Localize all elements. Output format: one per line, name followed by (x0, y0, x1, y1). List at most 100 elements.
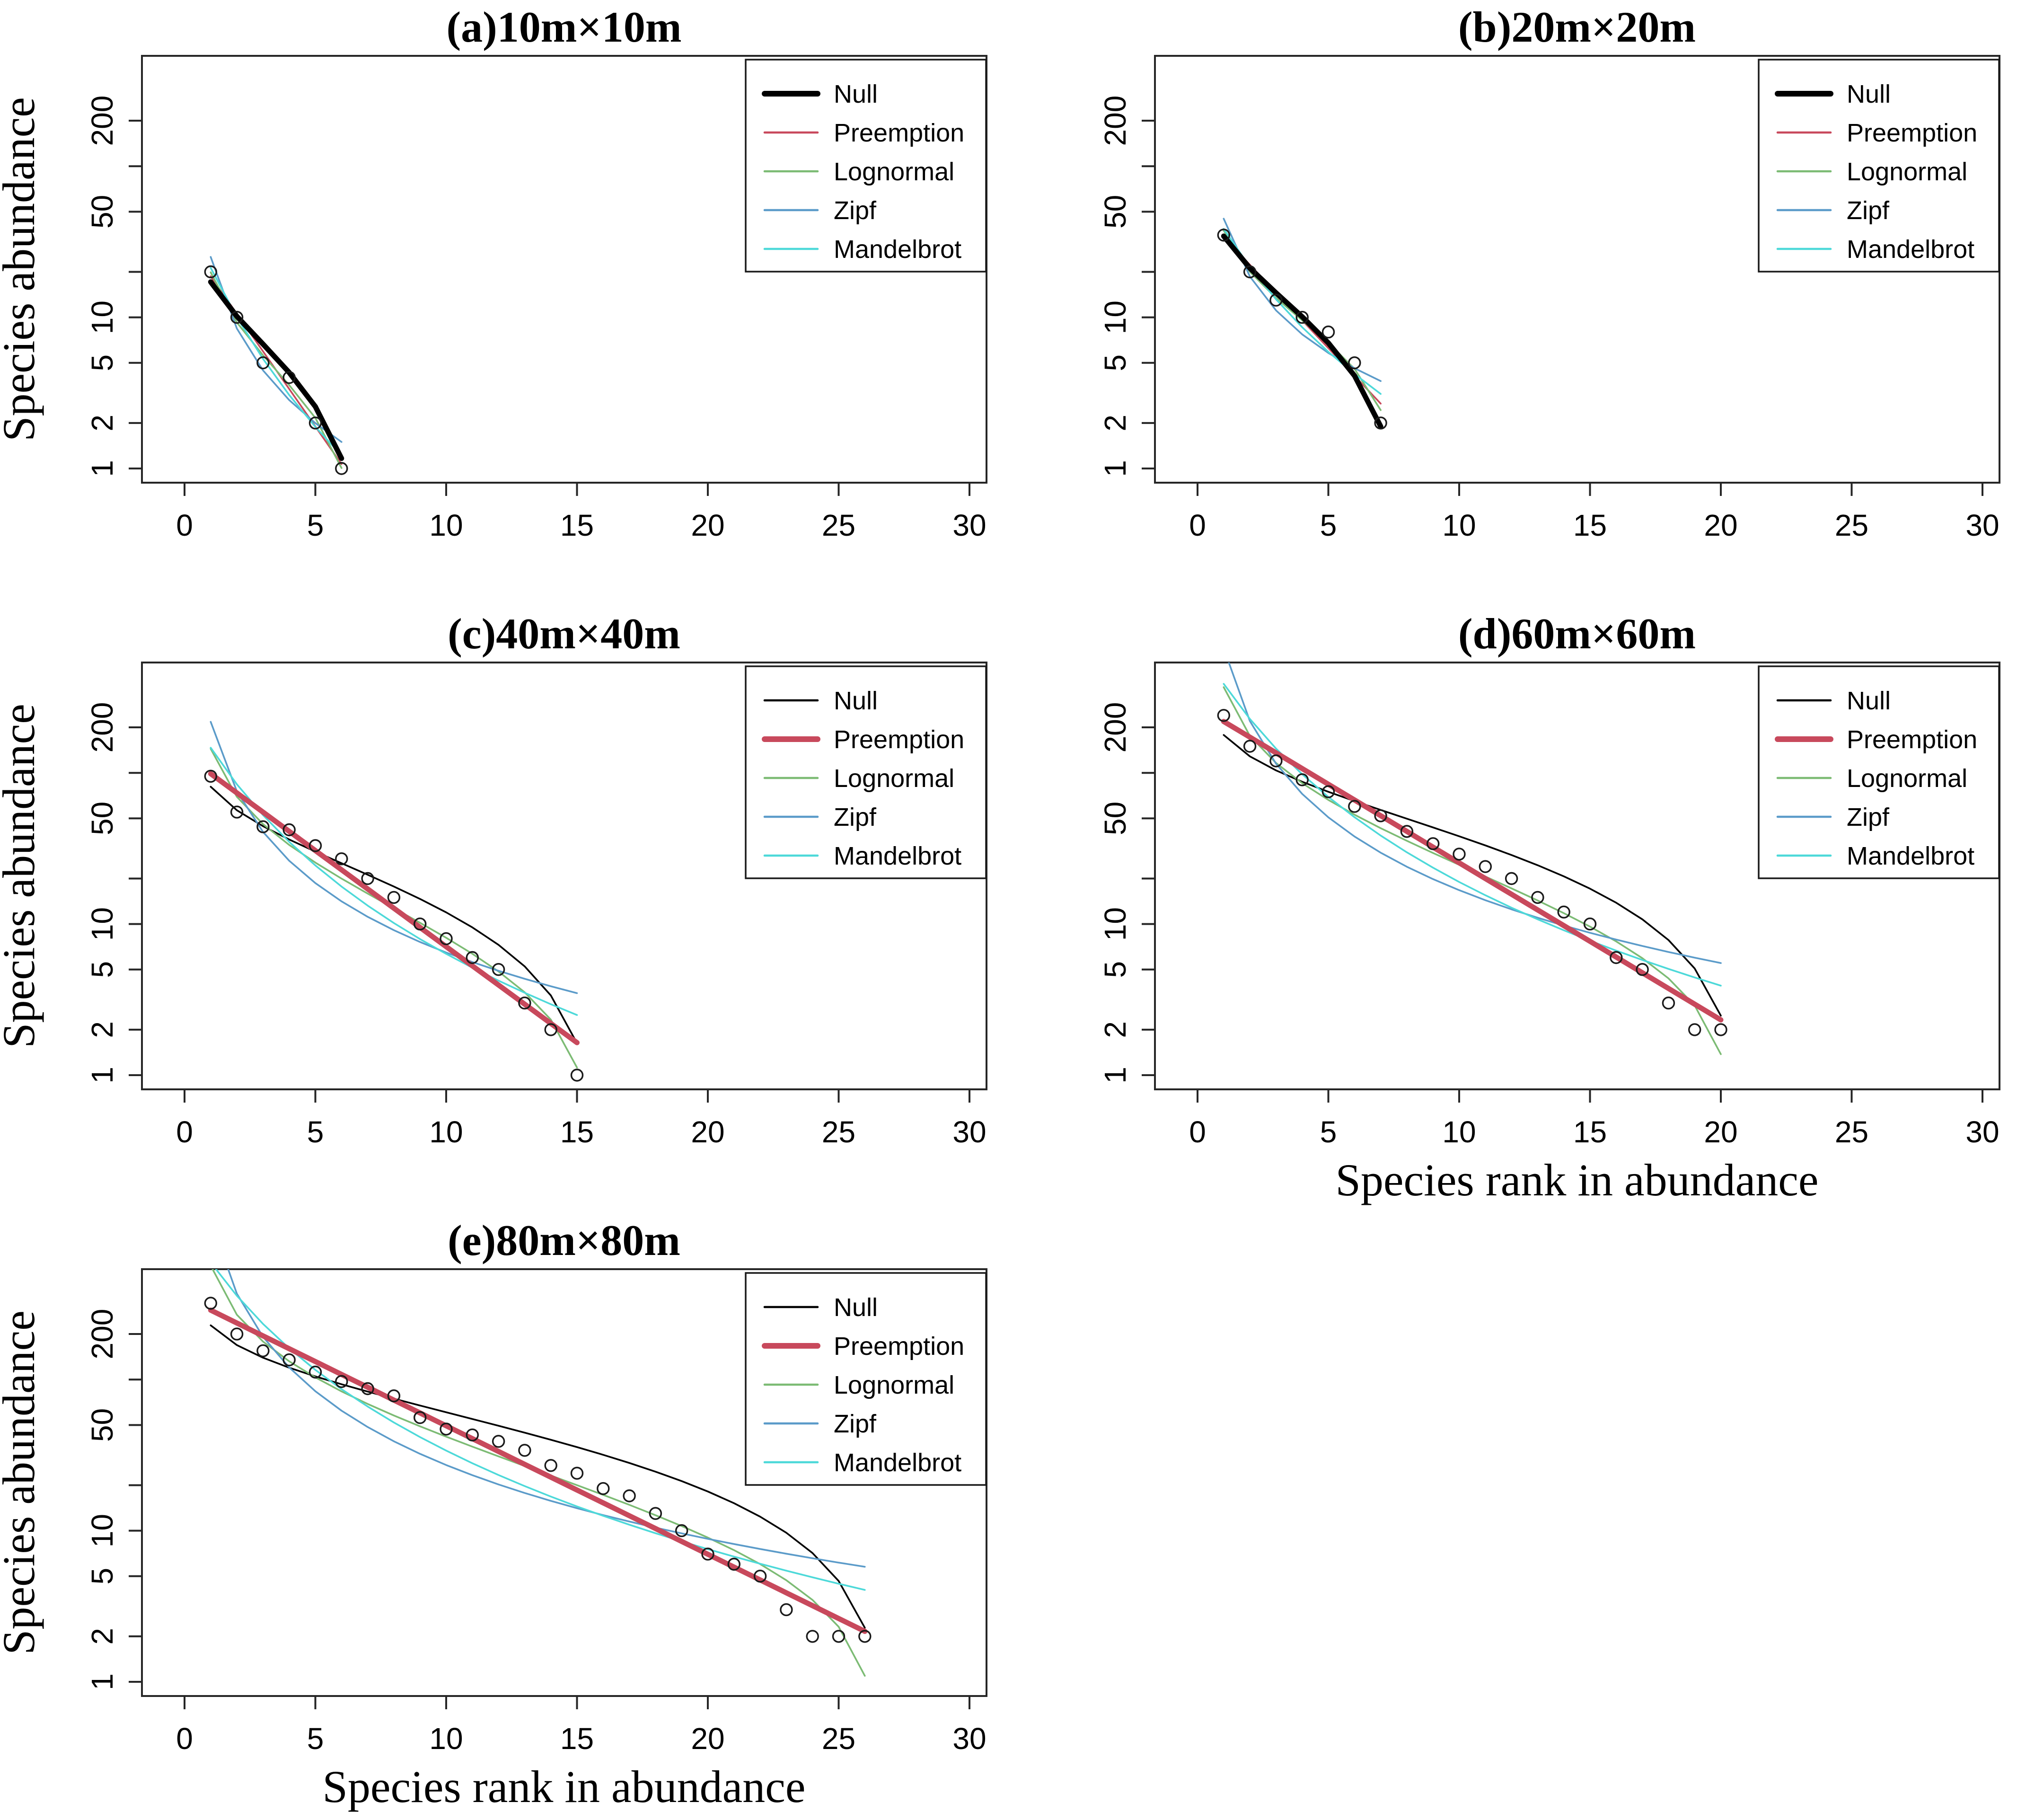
legend-label-mandelbrot: Mandelbrot (834, 1449, 961, 1477)
y-tick-label: 1 (85, 1673, 119, 1690)
y-tick-label: 1 (85, 460, 119, 477)
observed-point (1427, 837, 1440, 850)
legend-label-lognormal: Lognormal (1847, 158, 1967, 186)
observed-point (1610, 951, 1623, 964)
x-tick-label: 15 (560, 508, 594, 542)
observed-point (1688, 1023, 1701, 1036)
observed-point (858, 1630, 872, 1643)
observed-point (492, 1435, 505, 1448)
observed-point (466, 1428, 479, 1441)
observed-point (518, 996, 531, 1010)
model-line-zipf (1228, 663, 1722, 964)
model-line-preemption (208, 1308, 868, 1634)
x-tick-label: 30 (952, 1115, 986, 1149)
legend-label-zipf: Zipf (834, 1410, 877, 1438)
observed-point (1217, 229, 1230, 242)
observed-point (1269, 293, 1283, 307)
x-tick-label: 0 (1189, 508, 1206, 542)
observed-point (230, 310, 244, 324)
observed-point (1531, 891, 1544, 904)
legend-label-mandelbrot: Mandelbrot (1847, 842, 1974, 870)
y-tick-label: 50 (85, 802, 119, 835)
observed-point (1374, 416, 1387, 430)
y-tick-label: 200 (1098, 96, 1132, 146)
legend-label-null: Null (1847, 80, 1891, 108)
observed-point (649, 1507, 662, 1520)
model-line-zipf (227, 1269, 866, 1568)
observed-point (780, 1603, 793, 1617)
model-line-preemption (208, 771, 580, 1045)
y-tick-label: 5 (1098, 961, 1132, 978)
observed-point (1714, 1023, 1727, 1036)
observed-point (414, 917, 427, 931)
legend-box (1758, 665, 2000, 879)
legend-label-lognormal: Lognormal (834, 764, 954, 793)
observed-point (308, 416, 322, 430)
plot-area: 0 5 10 15 20 25 30 200 50 10 5 2 1 Null Preemption Logn… (1098, 662, 2000, 1149)
x-tick-label: 0 (176, 508, 193, 542)
observed-point (204, 1297, 217, 1310)
observed-point (440, 932, 453, 945)
legend: Null Preemption Lognormal Zipf Mandelbrot (1758, 665, 2000, 879)
observed-point (701, 1547, 714, 1561)
observed-point (230, 805, 244, 819)
x-tick-label: 20 (1704, 508, 1737, 542)
model-line-mandelbrot (215, 1269, 866, 1591)
legend-label-preemption: Preemption (1847, 725, 1977, 754)
observed-point (753, 1570, 767, 1583)
x-tick-label: 20 (1704, 1115, 1737, 1149)
observed-point (570, 1467, 584, 1480)
observed-point (256, 820, 270, 833)
observed-point (230, 1327, 244, 1341)
x-tick-label: 25 (822, 1722, 855, 1756)
observed-point (1269, 754, 1283, 768)
observed-point (361, 1382, 374, 1396)
y-tick-label: 2 (1098, 415, 1132, 432)
legend-label-null: Null (834, 1293, 878, 1322)
legend-label-null: Null (834, 687, 878, 715)
observed-point (282, 823, 296, 837)
empty-cell (1013, 1213, 2026, 1820)
x-tick-label: 15 (1573, 508, 1607, 542)
x-tick-label: 15 (1573, 1115, 1607, 1149)
legend: Null Preemption Lognormal Zipf Mandelbrot (745, 59, 987, 273)
panel-b-title: (b)20m×20m (1458, 3, 1696, 51)
legend-label-preemption: Preemption (1847, 119, 1977, 147)
observed-point (1505, 872, 1518, 885)
observed-point (387, 1389, 401, 1403)
x-tick-label: 30 (952, 1722, 986, 1756)
y-tick-label: 200 (85, 702, 119, 753)
x-tick-label: 25 (1835, 508, 1868, 542)
observed-point (544, 1459, 557, 1472)
panel-e-chart: (e)80m×80m Species abundance Species ran… (0, 1216, 987, 1812)
legend-label-mandelbrot: Mandelbrot (834, 235, 961, 264)
observed-point (308, 839, 322, 852)
x-tick-label: 10 (429, 1722, 463, 1756)
x-tick-label: 10 (1442, 1115, 1476, 1149)
legend: Null Preemption Lognormal Zipf Mandelbrot (1758, 59, 2000, 273)
observed-point (335, 1375, 348, 1388)
legend-label-lognormal: Lognormal (834, 158, 954, 186)
observed-point (308, 1365, 322, 1379)
x-tick-label: 10 (1442, 508, 1476, 542)
x-tick-label: 5 (307, 508, 324, 542)
y-tick-label: 50 (1098, 802, 1132, 835)
panel-d-chart: (d)60m×60m Species rank in abundance 0 5 1… (1098, 610, 2000, 1205)
y-tick-label: 5 (1098, 354, 1132, 371)
legend-label-null: Null (834, 80, 878, 108)
legend-label-preemption: Preemption (834, 725, 964, 754)
observed-point (570, 1069, 584, 1082)
observed-point (361, 872, 374, 885)
model-line-zipf (210, 721, 578, 994)
observed-point (204, 769, 217, 783)
observed-point (492, 963, 505, 976)
legend-label-mandelbrot: Mandelbrot (1847, 235, 1974, 264)
observed-point (1295, 773, 1309, 786)
observed-point (1217, 709, 1230, 722)
observed-point (1321, 785, 1335, 798)
observed-point (675, 1524, 688, 1537)
observed-point (1583, 917, 1597, 931)
observed-point (1636, 963, 1649, 976)
legend-label-lognormal: Lognormal (1847, 764, 1967, 793)
panel-d-title: (d)60m×60m (1458, 610, 1696, 658)
